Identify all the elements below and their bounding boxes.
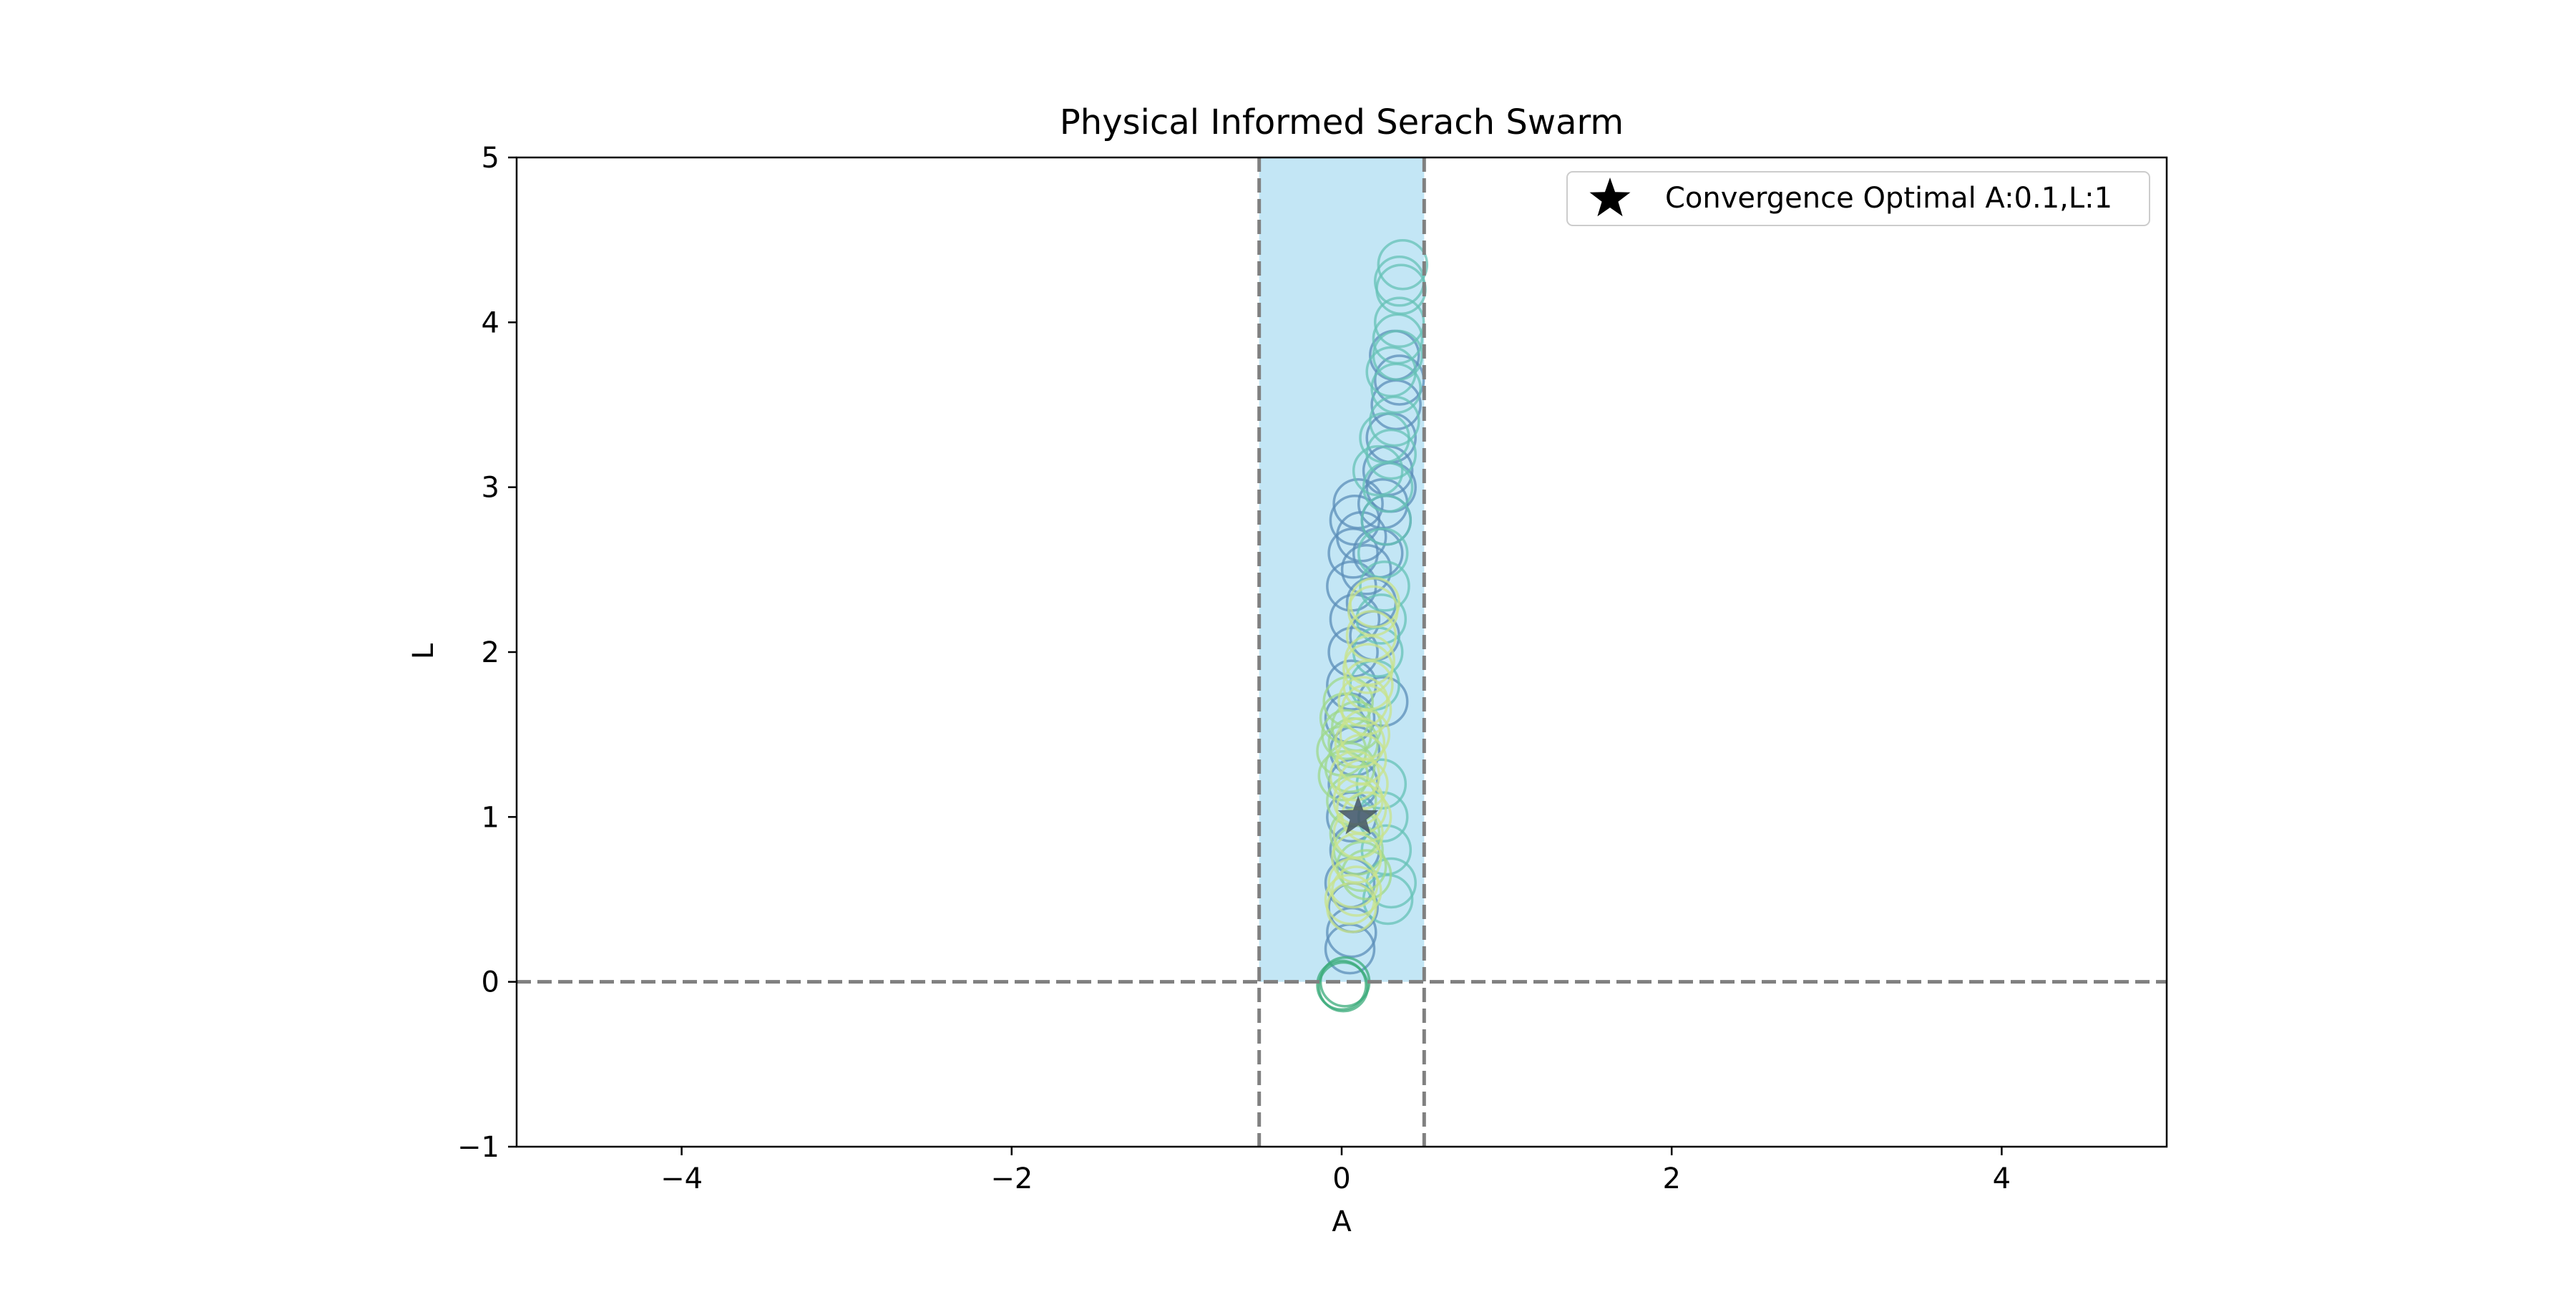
x-tick-label: 0 bbox=[1332, 1162, 1350, 1195]
legend-label: Convergence Optimal A:0.1,L:1 bbox=[1665, 182, 2112, 215]
y-tick-label: 4 bbox=[482, 306, 499, 339]
data-point-series-1 bbox=[1360, 494, 1413, 546]
data-point-series-0 bbox=[1327, 626, 1379, 678]
x-tick-label: 2 bbox=[1662, 1162, 1680, 1195]
y-tick-label: 2 bbox=[482, 636, 499, 669]
data-point-series-3 bbox=[1335, 840, 1387, 893]
data-point-series-2 bbox=[1316, 959, 1367, 1011]
data-layer bbox=[1316, 238, 1429, 1013]
y-tick-label: −1 bbox=[457, 1131, 499, 1164]
data-point-series-0 bbox=[1327, 528, 1379, 579]
data-point-series-1 bbox=[1359, 560, 1410, 612]
data-point-series-4 bbox=[1345, 610, 1397, 661]
chart-title: Physical Informed Serach Swarm bbox=[1060, 102, 1624, 142]
data-point-series-1 bbox=[1372, 313, 1424, 365]
axes-layer: −4 −2 0 2 4 −1 0 1 2 3 4 5 bbox=[457, 142, 2168, 1195]
data-point-series-1 bbox=[1352, 445, 1404, 497]
data-point-series-4 bbox=[1342, 643, 1394, 694]
data-point-series-0 bbox=[1340, 544, 1392, 596]
data-point-series-1 bbox=[1365, 346, 1417, 398]
data-point-series-3 bbox=[1340, 849, 1392, 900]
data-point-series-1 bbox=[1373, 296, 1425, 349]
data-point-series-0 bbox=[1335, 511, 1387, 563]
legend-star-icon bbox=[1589, 178, 1631, 217]
reference-lines-layer bbox=[517, 157, 2167, 1147]
data-point-series-4 bbox=[1337, 676, 1389, 727]
data-point-series-4 bbox=[1327, 857, 1379, 909]
legend-box bbox=[1566, 171, 2150, 226]
data-point-series-1 bbox=[1359, 412, 1410, 464]
y-tick-label: 1 bbox=[482, 801, 499, 834]
data-point-series-0 bbox=[1332, 477, 1384, 530]
data-point-series-3 bbox=[1324, 742, 1376, 793]
optimum-star-marker bbox=[1337, 795, 1379, 835]
data-point-series-4 bbox=[1331, 832, 1382, 884]
data-point-series-1 bbox=[1377, 238, 1429, 291]
data-point-series-4 bbox=[1349, 577, 1400, 628]
data-point-series-1 bbox=[1357, 528, 1409, 579]
data-point-series-4 bbox=[1329, 750, 1381, 802]
x-tick-label: −2 bbox=[990, 1162, 1033, 1195]
y-tick-label: 3 bbox=[482, 472, 499, 505]
legend: Convergence Optimal A:0.1,L:1 bbox=[1566, 171, 2150, 226]
data-point-series-1 bbox=[1373, 256, 1425, 307]
data-point-series-4 bbox=[1340, 791, 1392, 843]
data-point-series-0 bbox=[1373, 354, 1425, 406]
y-tick-label: 0 bbox=[482, 966, 499, 999]
x-axis-label: A bbox=[1332, 1205, 1352, 1238]
x-tick-label: 4 bbox=[1993, 1162, 2011, 1195]
data-point-series-4 bbox=[1334, 717, 1386, 769]
y-axis-label: L bbox=[407, 643, 440, 659]
x-tick-label: −4 bbox=[660, 1162, 703, 1195]
data-point-series-4 bbox=[1331, 865, 1382, 917]
y-tick-label: 5 bbox=[482, 142, 499, 175]
